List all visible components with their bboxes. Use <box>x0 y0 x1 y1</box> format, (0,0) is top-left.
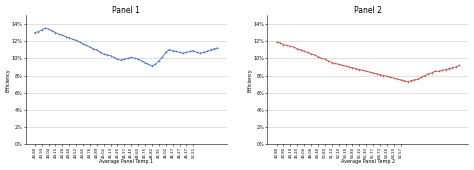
Y-axis label: Efficiency: Efficiency <box>6 68 10 92</box>
Title: Panel 2: Panel 2 <box>354 6 382 15</box>
X-axis label: Average Panel Temp 1: Average Panel Temp 1 <box>99 159 153 164</box>
Title: Panel 1: Panel 1 <box>112 6 140 15</box>
Y-axis label: Efficiency: Efficiency <box>247 68 253 92</box>
X-axis label: Average Panel Temp 2: Average Panel Temp 2 <box>341 159 395 164</box>
